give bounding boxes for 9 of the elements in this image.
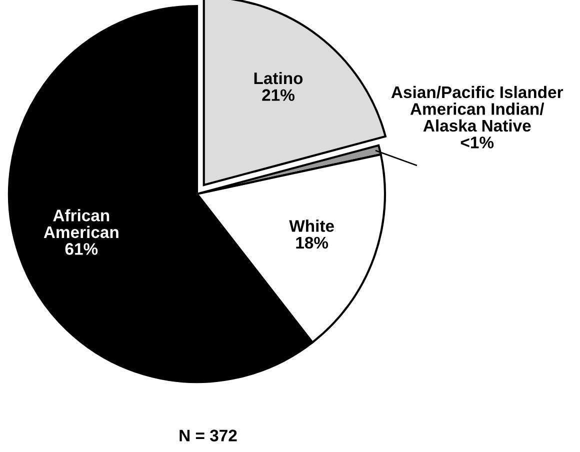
- data-label: 21%: [262, 89, 294, 101]
- slice-label: Latino: [254, 72, 303, 84]
- data-label: 18%: [296, 236, 328, 249]
- data-label: <1%: [460, 136, 494, 148]
- slice-label: White: [289, 220, 334, 232]
- data-label: 61%: [65, 243, 98, 255]
- slice-label: Asian/Pacific Islander American Indian/ Alaska Native: [391, 86, 564, 132]
- slice-label: African American: [44, 209, 118, 238]
- text: N = 372: [180, 430, 237, 442]
